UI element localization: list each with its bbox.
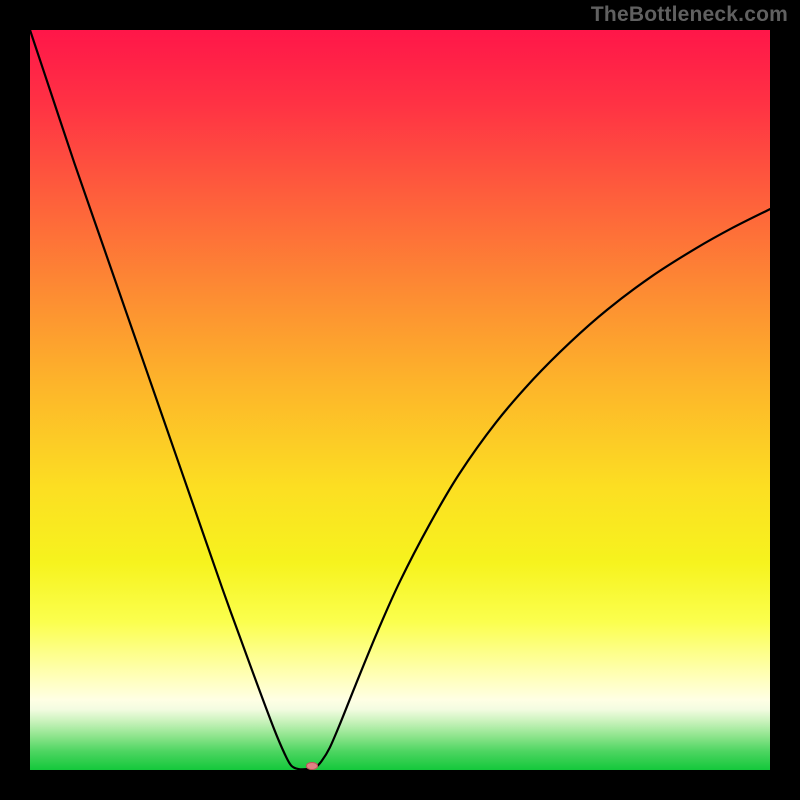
watermark-text: TheBottleneck.com: [591, 3, 788, 27]
frame-border: [0, 0, 30, 800]
curve-layer: [0, 0, 800, 800]
frame-border: [0, 770, 800, 800]
optimum-marker: [306, 762, 318, 769]
bottleneck-curve: [30, 30, 770, 769]
frame-border: [770, 0, 800, 800]
chart-root: TheBottleneck.com: [0, 0, 800, 800]
